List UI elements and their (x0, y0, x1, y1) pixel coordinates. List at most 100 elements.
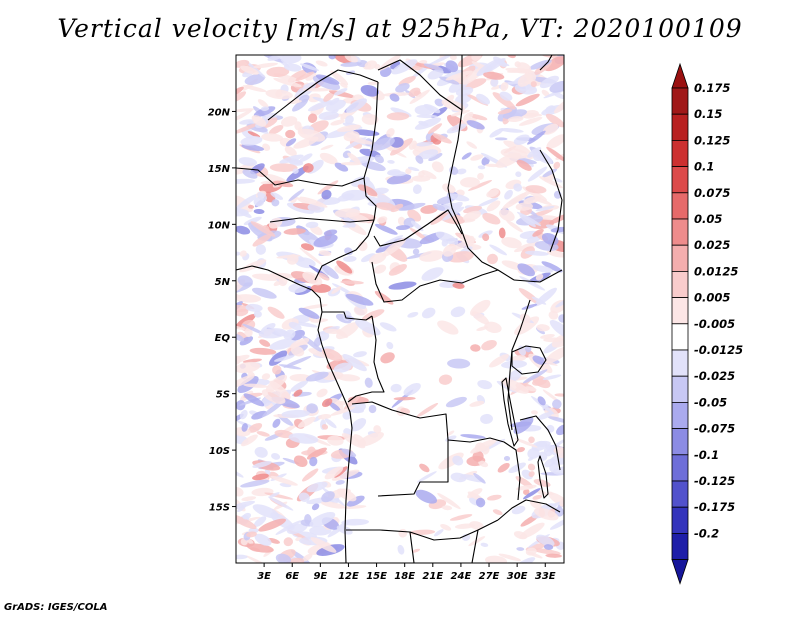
field-blob (484, 555, 508, 563)
field-blob (499, 91, 513, 101)
field-blob (290, 345, 305, 357)
field-blob (239, 119, 255, 125)
field-blob (334, 162, 349, 172)
colorbar-swatch (671, 533, 689, 561)
colorbar-swatch (671, 139, 689, 167)
field-blob (476, 93, 490, 105)
field-blob (269, 492, 280, 498)
field-blob (360, 160, 386, 172)
field-blob (241, 144, 265, 151)
field-blob (309, 456, 318, 467)
field-blob (243, 216, 262, 226)
field-blob (305, 371, 329, 382)
field-blob (395, 225, 411, 231)
border-zambia-east (497, 499, 561, 521)
field-blob (533, 152, 544, 162)
field-blob (344, 247, 353, 256)
field-blob (302, 553, 313, 562)
field-blob (442, 206, 465, 221)
field-blob (460, 474, 485, 483)
field-blob (292, 168, 299, 174)
field-blob (501, 360, 528, 369)
field-blob (546, 146, 564, 162)
field-blob (259, 339, 271, 347)
field-blob (295, 71, 314, 82)
field-blob (455, 93, 472, 104)
border-libya-niger (377, 55, 463, 111)
field-blob (489, 244, 507, 256)
field-blob (311, 503, 320, 511)
field-blob (549, 518, 564, 530)
field-blob (374, 154, 384, 164)
field-blob (304, 514, 312, 525)
field-blob (285, 129, 296, 139)
field-blob (513, 183, 523, 192)
colorbar-swatch (671, 480, 689, 508)
field-blob (377, 216, 388, 224)
field-blob (551, 333, 564, 348)
colorbar-swatch (671, 349, 689, 377)
lon-label: 6E (285, 571, 299, 582)
field-blob (495, 137, 508, 141)
field-blob (419, 463, 430, 473)
lake-victoria (511, 345, 547, 375)
field-blob (514, 438, 538, 448)
field-blob (307, 113, 318, 123)
red-sea-coast (539, 55, 553, 71)
field-blob (497, 108, 513, 115)
field-blob (503, 140, 531, 154)
field-blob (257, 99, 269, 108)
field-blob (344, 55, 358, 63)
field-blob (456, 168, 467, 175)
field-blob (482, 445, 490, 455)
field-blob (302, 271, 323, 286)
field-blob (345, 293, 374, 306)
field-blob (550, 226, 564, 233)
field-blob (550, 454, 564, 465)
field-blob (508, 369, 522, 382)
field-blob (532, 355, 546, 365)
field-blob (445, 396, 467, 408)
border-cameroon-gabon (322, 311, 373, 321)
field-blob (549, 319, 564, 339)
field-blob (336, 260, 353, 274)
field-blob (343, 394, 361, 410)
field-blob (395, 83, 410, 93)
field-blob (264, 492, 294, 500)
field-blob (236, 91, 247, 103)
field-blob (449, 55, 457, 61)
field-blob (482, 213, 501, 225)
field-blob (539, 75, 559, 89)
border-nigeria-cameroon (314, 219, 375, 281)
field-blob (333, 88, 348, 96)
field-blob (293, 136, 319, 149)
field-blob (353, 351, 367, 358)
field-blob (545, 113, 564, 128)
field-blob (271, 453, 281, 460)
field-blob (533, 507, 559, 521)
field-blob (536, 534, 555, 547)
field-blob (455, 86, 474, 97)
field-blob (361, 309, 385, 321)
field-blob (318, 111, 339, 121)
field-blob (529, 59, 552, 70)
field-blob (237, 504, 247, 513)
field-blob (305, 221, 319, 229)
field-blob (236, 86, 244, 96)
field-blob (307, 100, 333, 112)
field-blob (472, 450, 484, 462)
field-blob (262, 143, 271, 151)
field-blob (299, 247, 323, 266)
grads-credit: GrADS: IGES/COLA (4, 602, 108, 613)
field-blob (437, 493, 461, 510)
border-ethiopia-kenya (513, 269, 563, 283)
field-blob (322, 398, 333, 408)
lon-label: 18E (394, 571, 415, 582)
field-blob (341, 518, 370, 526)
field-blob (537, 411, 553, 420)
field-blob (517, 73, 533, 87)
field-blob (460, 434, 486, 439)
colorbar-label: -0.05 (694, 395, 727, 409)
border-angola-zambia (377, 466, 449, 497)
field-blob (242, 169, 258, 179)
